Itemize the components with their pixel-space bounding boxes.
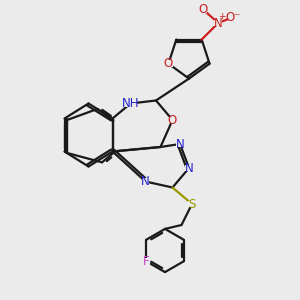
Text: +: + (218, 12, 226, 21)
Text: O: O (168, 113, 177, 127)
Bar (142, 258, 150, 265)
Text: F: F (143, 255, 150, 268)
Bar (228, 14, 238, 20)
Text: O: O (164, 57, 173, 70)
Bar (214, 20, 222, 26)
Bar (164, 60, 173, 67)
Bar (185, 165, 193, 171)
Text: N: N (176, 137, 184, 151)
Text: N: N (141, 175, 150, 188)
Bar (142, 178, 149, 185)
Text: N: N (184, 161, 194, 175)
Text: N: N (214, 16, 223, 29)
Bar (199, 6, 207, 13)
Text: S: S (188, 197, 196, 211)
Bar (176, 141, 184, 147)
Text: NH: NH (122, 97, 139, 110)
Bar (168, 117, 177, 123)
Bar (124, 100, 137, 107)
Text: O: O (199, 3, 208, 16)
Text: O⁻: O⁻ (225, 11, 241, 23)
Bar (188, 201, 196, 207)
